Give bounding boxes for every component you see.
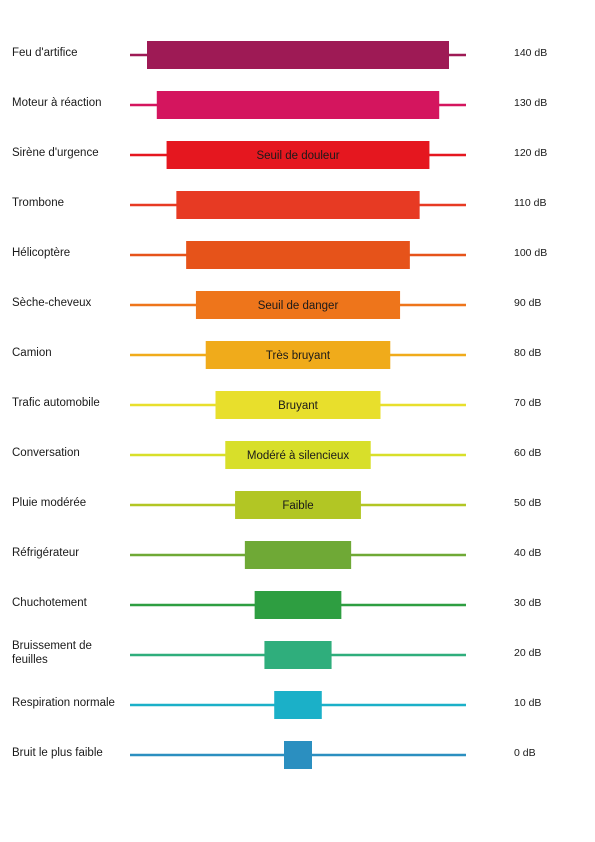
db-bar bbox=[186, 241, 410, 269]
decibel-value-label: 60 dB bbox=[514, 447, 541, 459]
sound-source-label: Trafic automobile bbox=[12, 397, 100, 409]
zone-label: Très bruyant bbox=[266, 350, 331, 362]
decibel-value-label: 10 dB bbox=[514, 697, 541, 709]
decibel-value-label: 50 dB bbox=[514, 497, 541, 509]
decibel-value-label: 110 dB bbox=[514, 197, 547, 209]
sound-source-label: Trombone bbox=[12, 197, 64, 209]
zone-label: Faible bbox=[282, 500, 313, 512]
sound-source-label: Sirène d'urgence bbox=[12, 147, 99, 159]
decibel-value-label: 100 dB bbox=[514, 247, 547, 259]
decibel-value-label: 20 dB bbox=[514, 647, 541, 659]
db-bar bbox=[225, 441, 371, 469]
decibel-value-label: 140 dB bbox=[514, 47, 547, 59]
sound-source-label: Chuchotement bbox=[12, 597, 88, 609]
decibel-value-label: 130 dB bbox=[514, 97, 547, 109]
sound-source-label: Respiration normale bbox=[12, 697, 115, 709]
sound-source-label: Pluie modérée bbox=[12, 497, 86, 509]
sound-source-label: Camion bbox=[12, 347, 52, 359]
sound-source-label: Moteur à réaction bbox=[12, 97, 102, 109]
decibel-value-label: 120 dB bbox=[514, 147, 547, 159]
zone-label: Seuil de danger bbox=[258, 300, 339, 312]
db-bar bbox=[215, 391, 381, 419]
sound-source-label: Hélicoptère bbox=[12, 247, 70, 259]
db-bar bbox=[284, 741, 312, 769]
db-bar bbox=[244, 541, 352, 569]
db-bar bbox=[264, 641, 332, 669]
db-bar bbox=[235, 491, 361, 519]
db-bar bbox=[176, 191, 420, 219]
decibel-value-label: 40 dB bbox=[514, 547, 541, 559]
zone-label: Seuil de douleur bbox=[256, 150, 339, 162]
decibel-value-label: 30 dB bbox=[514, 597, 541, 609]
db-bar bbox=[156, 91, 440, 119]
db-bar bbox=[205, 341, 391, 369]
decibel-value-label: 70 dB bbox=[514, 397, 541, 409]
sound-source-label: Bruit le plus faible bbox=[12, 747, 103, 759]
db-bar bbox=[147, 41, 449, 69]
sound-source-label: Bruissement de feuilles bbox=[12, 640, 92, 666]
db-bar bbox=[274, 691, 322, 719]
sound-source-label: Conversation bbox=[12, 447, 80, 459]
decibel-value-label: 80 dB bbox=[514, 347, 541, 359]
decibel-value-label: 90 dB bbox=[514, 297, 541, 309]
sound-source-label: Feu d'artifice bbox=[12, 47, 77, 59]
db-bar bbox=[254, 591, 342, 619]
sound-source-label: Sèche-cheveux bbox=[12, 297, 92, 309]
zone-label: Bruyant bbox=[278, 400, 318, 412]
zone-label: Modéré à silencieux bbox=[247, 450, 350, 462]
db-bar bbox=[166, 141, 430, 169]
sound-source-label: Réfrigérateur bbox=[12, 547, 79, 559]
decibel-value-label: 0 dB bbox=[514, 747, 536, 759]
db-bar bbox=[195, 291, 401, 319]
